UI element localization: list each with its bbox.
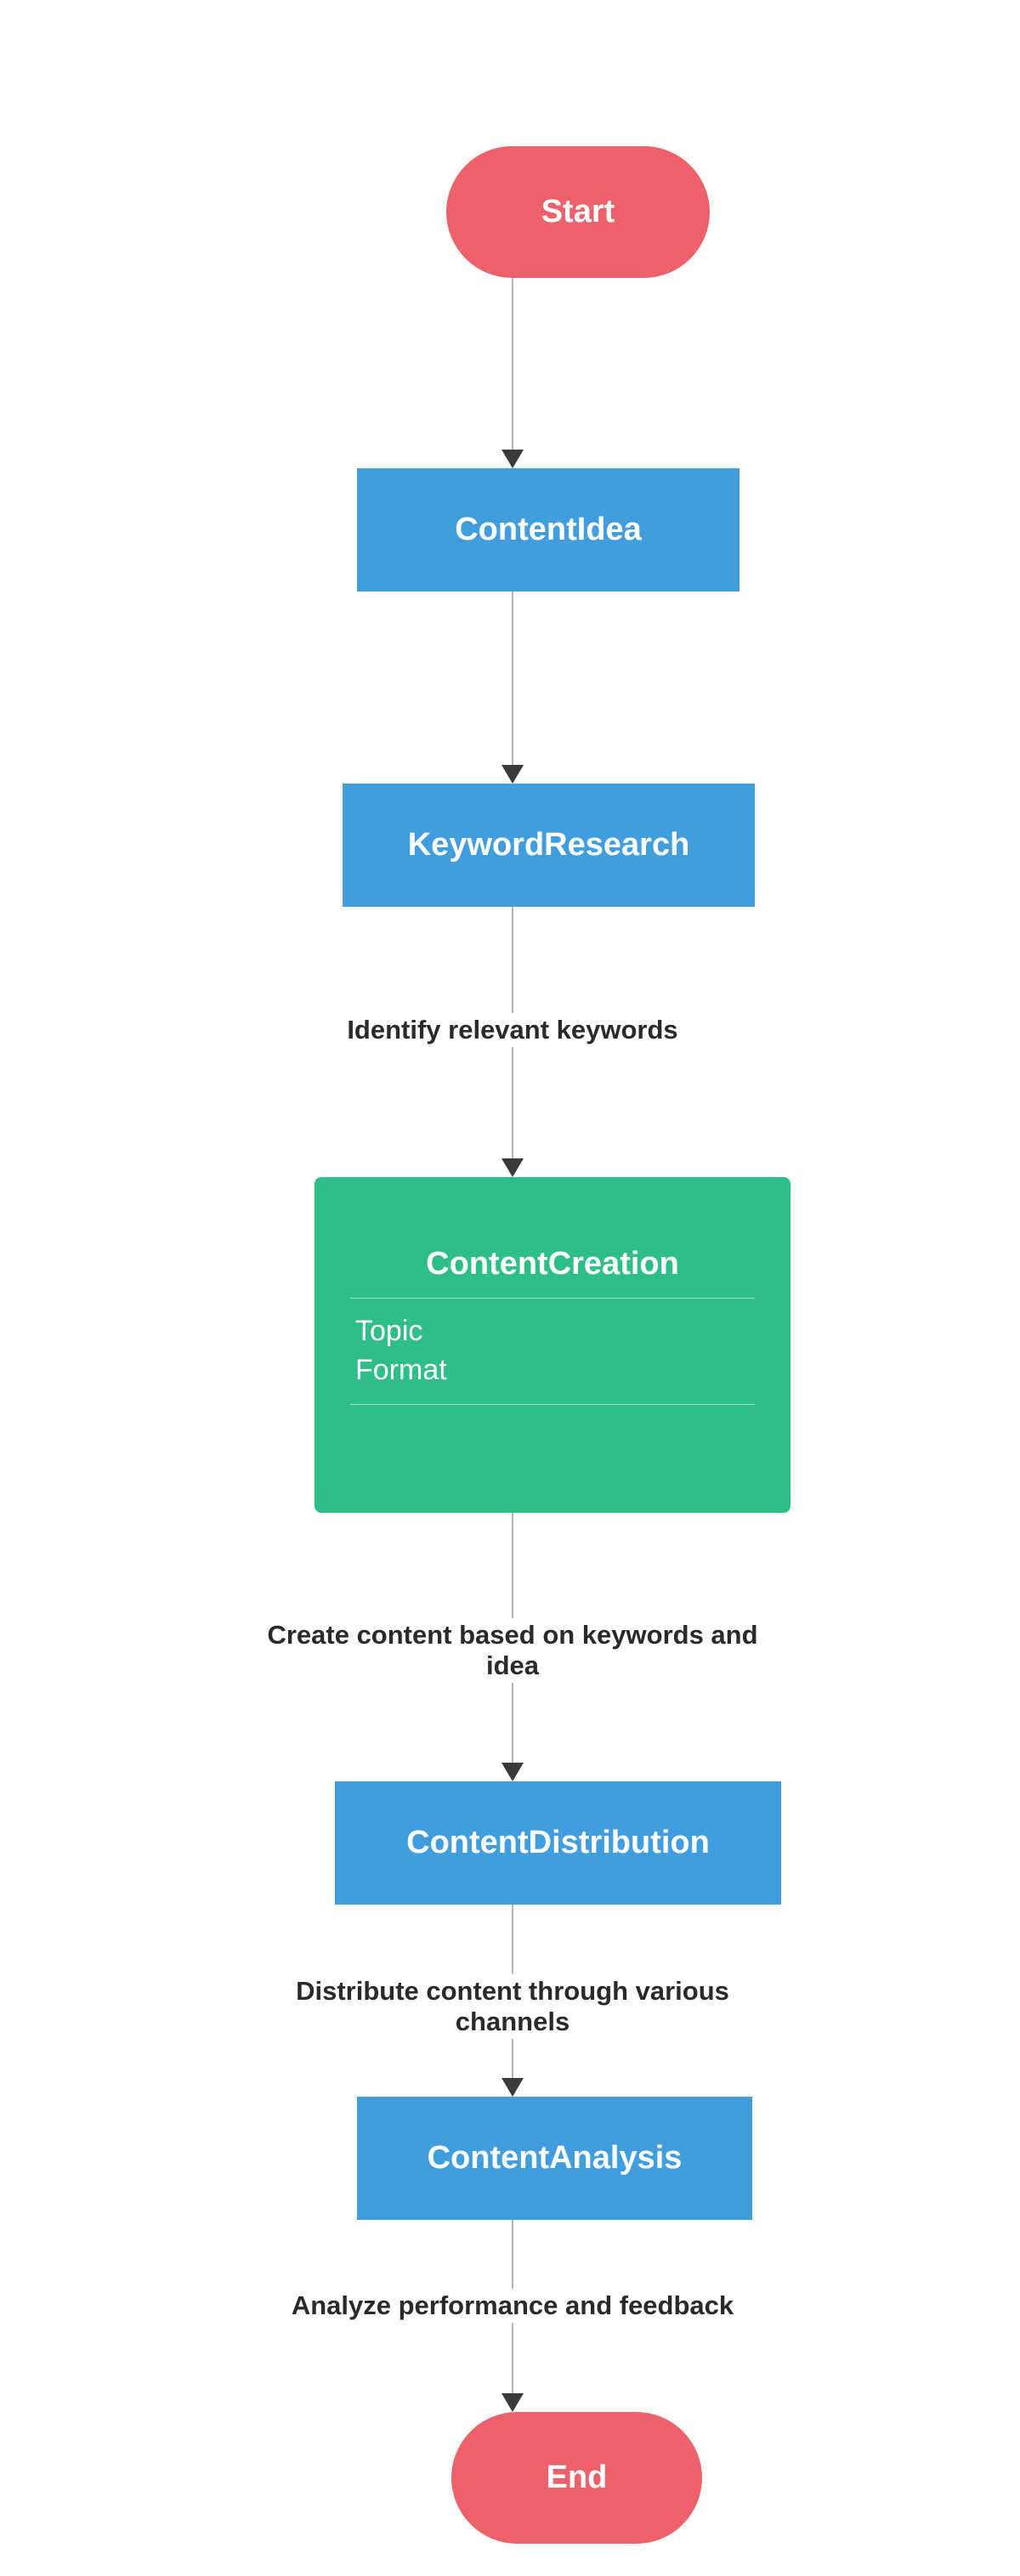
edge-label: Analyze performance and feedback <box>286 2289 739 2323</box>
edge-arrowhead <box>502 1763 524 1781</box>
edge-line <box>512 278 513 450</box>
end-node: End <box>451 2412 702 2544</box>
class-attr: Format <box>355 1351 756 1390</box>
class-title: ContentCreation <box>314 1222 790 1294</box>
class-attr: Topic <box>355 1312 756 1351</box>
keyword-research-node: KeywordResearch <box>343 784 755 907</box>
content-distribution-node: ContentDistribution <box>335 1781 781 1905</box>
class-divider <box>350 1404 755 1405</box>
edge-arrowhead <box>502 2078 524 2097</box>
class-attributes: Topic Format <box>314 1302 790 1401</box>
node-label: ContentDistribution <box>406 1825 710 1861</box>
edge-label: Identify relevant keywords <box>342 1013 683 1047</box>
edge-label: Create content based on keywords and ide… <box>259 1618 767 1683</box>
node-label: ContentAnalysis <box>428 2140 683 2177</box>
edge-arrowhead <box>502 765 524 784</box>
class-divider <box>350 1298 755 1299</box>
class-methods-empty <box>314 1408 790 1468</box>
content-idea-node: ContentIdea <box>357 468 740 592</box>
edge-line <box>512 592 513 765</box>
edge-arrowhead <box>502 450 524 468</box>
edge-arrowhead <box>502 2393 524 2412</box>
node-label: KeywordResearch <box>408 827 690 863</box>
flowchart-canvas: Identify relevant keywords Create conten… <box>0 0 1020 2576</box>
start-node: Start <box>446 146 710 278</box>
edge-label: Distribute content through various chann… <box>259 1974 767 2039</box>
node-label: ContentIdea <box>455 512 642 548</box>
edge-arrowhead <box>502 1158 524 1177</box>
content-creation-node: ContentCreation Topic Format <box>314 1177 790 1513</box>
node-label: End <box>547 2460 608 2496</box>
node-label: Start <box>541 194 615 230</box>
content-analysis-node: ContentAnalysis <box>357 2097 752 2220</box>
